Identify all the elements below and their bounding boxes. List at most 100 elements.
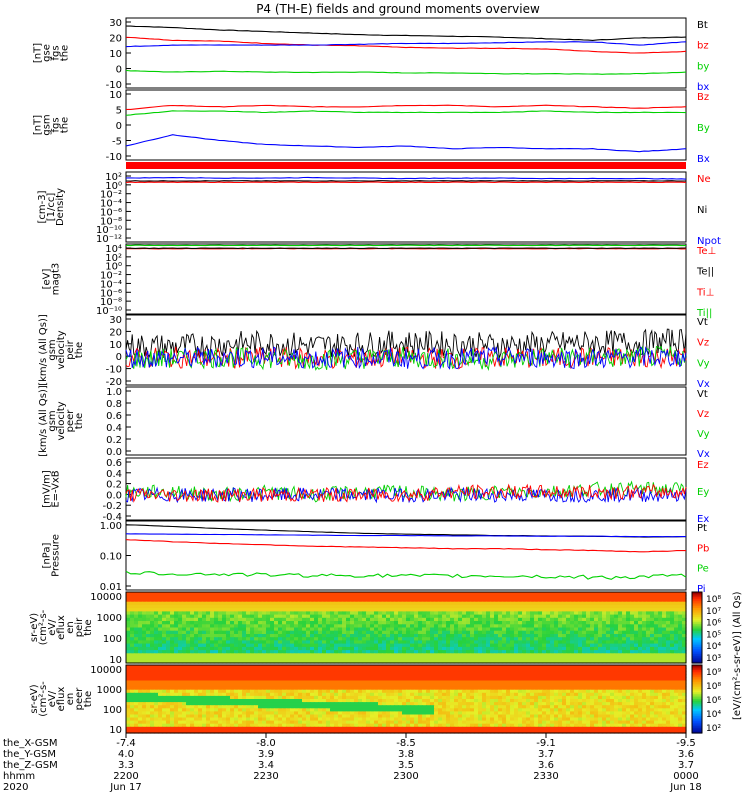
heatmap-cell [670,637,675,641]
heatmap-cell [410,686,415,691]
heatmap-cell [582,637,587,641]
heatmap-cell [402,650,407,654]
heatmap-cell [402,643,407,648]
heatmap-cell [466,674,471,678]
heatmap-cell [126,665,131,669]
heatmap-cell [378,646,383,651]
heatmap-cell [582,621,587,625]
heatmap-cell [590,683,595,688]
heatmap-cell [226,653,231,658]
heatmap-cell [262,699,267,703]
heatmap-cell [254,630,259,635]
heatmap-cell [202,640,207,645]
colorbar-segment [692,615,702,618]
heatmap-cell [646,595,651,599]
heatmap-cell [126,686,131,691]
heatmap-cell [234,630,239,635]
heatmap-cell [394,699,399,703]
heatmap-cell [542,601,547,606]
heatmap-cell [362,680,367,685]
heatmap-cell [150,627,155,632]
heatmap-cell [366,634,371,638]
heatmap-cell [318,634,323,638]
heatmap-cell [298,592,303,596]
heatmap-cell [126,614,131,619]
heatmap-cell [682,656,687,661]
heatmap-cell [614,646,619,651]
heatmap-cell [602,611,607,616]
heatmap-cell [366,627,371,632]
heatmap-cell [250,646,255,651]
heatmap-cell [634,630,639,635]
heatmap-cell [406,699,411,703]
heatmap-cell [242,695,247,700]
heatmap-cell [178,699,183,703]
series-line-Vt [125,328,687,359]
heatmap-cell [314,680,319,685]
colorbar-segment [692,645,702,648]
heatmap-cell [250,677,255,682]
heatmap-cell [654,689,659,694]
heatmap-cell [678,611,683,616]
heatmap-cell [650,621,655,625]
heatmap-cell [202,617,207,622]
heatmap-cell [354,608,359,612]
heatmap-cell [434,695,439,700]
heatmap-cell [222,683,227,688]
heatmap-cell [466,683,471,688]
heatmap-cell [210,624,215,629]
heatmap-cell [342,630,347,635]
heatmap-cell [370,659,375,664]
heatmap-cell [682,683,687,688]
heatmap-cell [494,611,499,616]
heatmap-cell [478,621,483,625]
heatmap-cell [650,624,655,629]
heatmap-cell [610,601,615,606]
heatmap-cell [630,614,635,619]
heatmap-cell [466,601,471,606]
heatmap-cell [406,627,411,632]
heatmap-cell [678,608,683,612]
heatmap-cell [278,627,283,632]
heatmap-cell [314,671,319,675]
heatmap-cell [158,665,163,669]
heatmap-cell [174,653,179,658]
heatmap-cell [462,598,467,603]
heatmap-cell [442,699,447,703]
heatmap-cell [146,614,151,619]
heatmap-cell [610,674,615,678]
heatmap-cell [602,608,607,612]
heatmap-cell [406,646,411,651]
y-tick-label: 0.2 [106,480,122,491]
heatmap-cell [658,614,663,619]
heatmap-cell [138,592,143,596]
heatmap-cell [534,624,539,629]
heatmap-cell [298,665,303,669]
heatmap-cell [582,614,587,619]
y-axis-label: [km/s (All Qs)] [38,385,49,457]
heatmap-cell [250,604,255,609]
heatmap-cell [630,686,635,691]
legend-label: Vz [697,338,709,349]
heatmap-cell [514,659,519,664]
heatmap-cell [478,630,483,635]
heatmap-cell [294,683,299,688]
heatmap-cell [570,653,575,658]
heatmap-cell [674,614,679,619]
heatmap-cell [606,674,611,678]
heatmap-cell [474,686,479,691]
heatmap-cell [346,650,351,654]
heatmap-cell [318,668,323,672]
heatmap-cell [354,637,359,641]
heatmap-cell [662,680,667,685]
heatmap-cell [522,621,527,625]
heatmap-cell [554,617,559,622]
heatmap-cell [238,683,243,688]
colorbar-segment [692,638,702,641]
heatmap-cell [646,656,651,661]
heatmap-cell [650,668,655,672]
heatmap-cell [302,686,307,691]
heatmap-cell [470,627,475,632]
heatmap-cell [642,634,647,638]
heatmap-cell [318,595,323,599]
